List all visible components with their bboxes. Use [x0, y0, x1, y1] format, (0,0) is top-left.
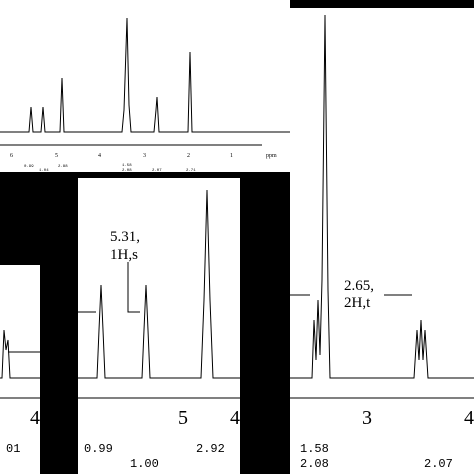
- integral: 2.88: [58, 165, 68, 169]
- annotation: 5.31,: [110, 229, 140, 245]
- integral: 1.58: [122, 164, 132, 168]
- middle-spectrum: [78, 189, 240, 379]
- axis-label: 5: [178, 407, 188, 429]
- integral: 1.00: [130, 457, 159, 471]
- integral: 2.07: [424, 457, 453, 471]
- axis-label: 5: [55, 153, 58, 159]
- integral: 0.99: [84, 442, 113, 456]
- integral: 1.04: [39, 169, 49, 173]
- annotation-line: [78, 262, 140, 313]
- axis-label: 4: [98, 153, 101, 159]
- integral: 01: [6, 442, 20, 456]
- top-spectrum: [0, 17, 290, 133]
- axis-label: 4: [30, 407, 40, 429]
- left-panel: [0, 265, 40, 474]
- integral: 2.08: [300, 457, 329, 471]
- integral: 2.07: [152, 169, 162, 173]
- integral: 1.58: [300, 442, 329, 456]
- integral: 0.99: [24, 165, 34, 169]
- axis-label: 3: [143, 153, 146, 159]
- top-panel: [0, 0, 290, 172]
- axis-label: 4: [230, 407, 240, 429]
- left-spectrum: [0, 329, 40, 379]
- axis-label: 2: [187, 153, 190, 159]
- right-panel: [290, 8, 474, 474]
- axis-label: 3: [362, 407, 372, 429]
- integral: 2.08: [122, 169, 132, 173]
- integral: 2.92: [196, 442, 225, 456]
- integral: 2.71: [186, 169, 196, 173]
- annotation: 1H,s: [110, 247, 138, 263]
- middle-panel: [78, 178, 240, 474]
- annotation: 2H,t: [344, 295, 371, 311]
- axis-label: ppm: [266, 153, 277, 159]
- axis-label: 4: [464, 407, 474, 429]
- axis-label: 6: [10, 153, 13, 159]
- annotation: 2.65,: [344, 278, 374, 294]
- axis-label: 1: [230, 153, 233, 159]
- right-spectrum: [290, 14, 474, 379]
